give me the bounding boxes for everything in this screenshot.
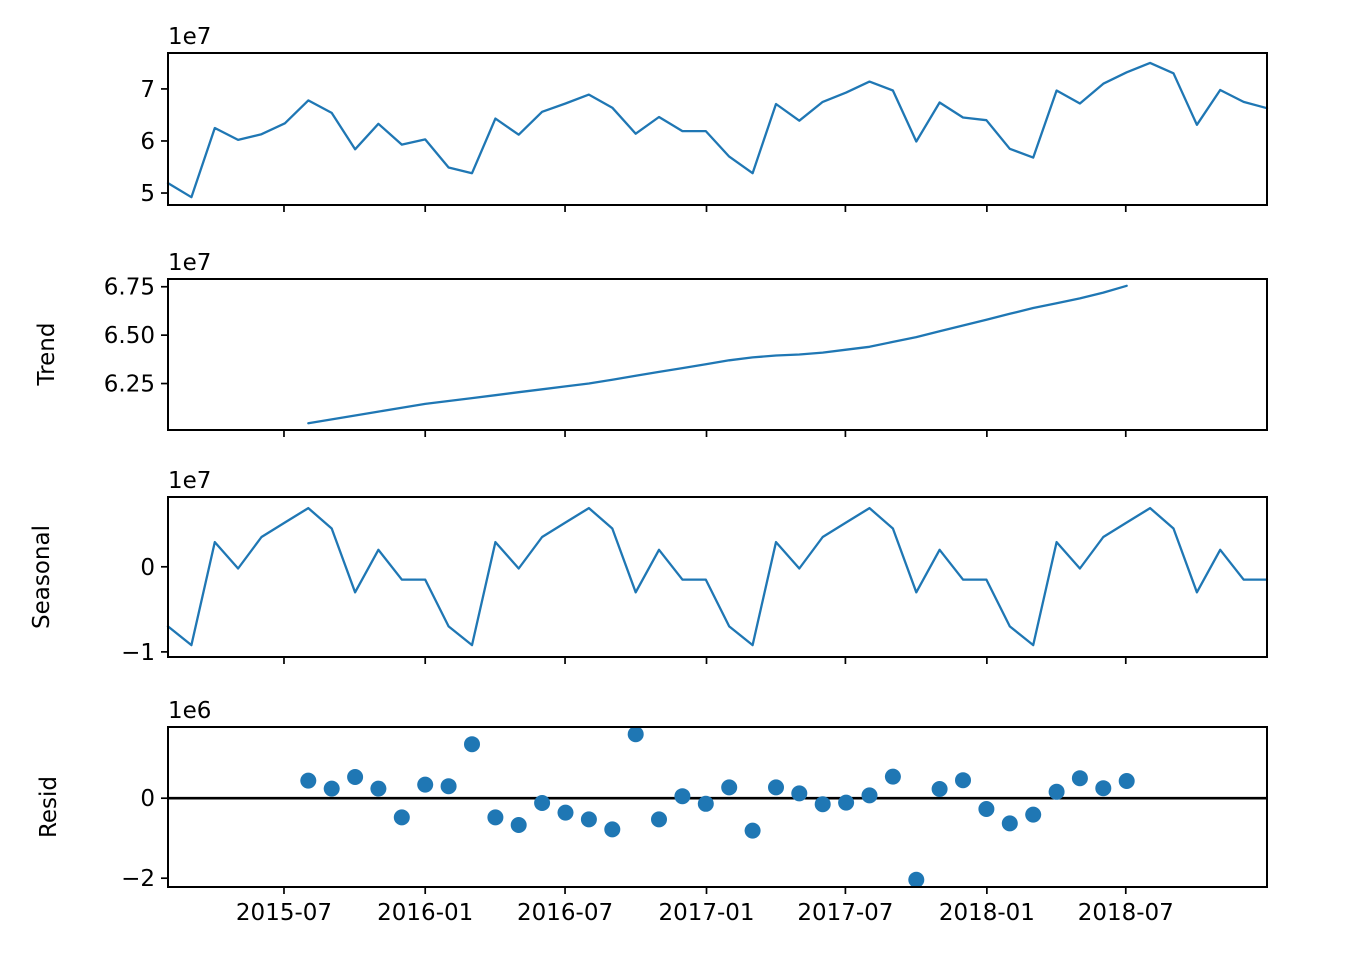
y-tick-label: 6.75 — [104, 275, 155, 301]
resid-point — [417, 776, 434, 793]
x-tick-label: 2018-07 — [1078, 900, 1174, 926]
ylabel-resid: Resid — [36, 776, 62, 838]
y-tick-label: 5 — [140, 181, 155, 207]
resid-point — [557, 804, 574, 821]
x-tick-label: 2015-07 — [236, 900, 332, 926]
resid-point — [697, 795, 714, 812]
resid-point — [534, 795, 551, 811]
resid-point — [440, 778, 457, 795]
resid-point — [744, 822, 761, 839]
x-tick-label: 2017-07 — [797, 900, 893, 926]
resid-point — [604, 821, 621, 838]
resid-point — [1095, 780, 1112, 797]
resid-point — [955, 772, 971, 789]
resid-point — [861, 787, 878, 804]
resid-point — [1048, 783, 1065, 800]
axis-offset-text: 1e6 — [168, 698, 211, 724]
resid-point — [1118, 773, 1135, 789]
resid-point — [323, 780, 340, 797]
y-tick-label: 7 — [140, 77, 155, 103]
x-tick-label: 2016-07 — [517, 900, 613, 926]
resid-point — [487, 809, 504, 826]
y-tick-label: −2 — [121, 866, 155, 892]
y-tick-label: 6.25 — [104, 372, 155, 398]
resid-point — [1001, 815, 1018, 832]
resid-point — [768, 779, 784, 796]
seasonal-line — [166, 506, 1269, 647]
trend-line — [307, 284, 1128, 425]
resid-point — [838, 794, 855, 811]
resid-point — [370, 780, 387, 797]
resid-point — [791, 785, 808, 802]
ylabel-trend: Trend — [34, 323, 60, 387]
axis-offset-text: 1e7 — [168, 468, 211, 494]
resid-point — [651, 811, 667, 828]
panel-trend-spines — [167, 278, 1268, 431]
x-tick-label: 2016-01 — [377, 900, 473, 926]
resid-point — [347, 769, 364, 785]
axis-offset-text: 1e7 — [168, 250, 211, 276]
y-tick-label: 0 — [140, 555, 155, 581]
panel-resid-spines — [167, 726, 1268, 888]
y-tick-label: 6 — [140, 129, 155, 155]
resid-point — [814, 796, 831, 813]
panel-seasonal-spines — [167, 496, 1268, 658]
resid-point — [393, 809, 410, 826]
y-tick-label: −1 — [121, 640, 155, 666]
x-tick-label: 2017-01 — [658, 900, 754, 926]
resid-point — [627, 726, 644, 743]
resid-point — [1071, 770, 1088, 787]
y-tick-label: 0 — [140, 786, 155, 812]
panel-observed-spines — [167, 52, 1268, 206]
resid-point — [464, 736, 480, 753]
observed-line — [166, 61, 1269, 199]
resid-point — [884, 768, 901, 785]
x-tick-label: 2018-01 — [939, 900, 1035, 926]
resid-point — [1025, 806, 1042, 823]
resid-point — [580, 811, 597, 828]
resid-point — [931, 781, 948, 797]
resid-point — [674, 788, 691, 805]
ylabel-seasonal: Seasonal — [29, 525, 55, 629]
y-tick-label: 6.50 — [104, 323, 155, 349]
resid-point — [908, 871, 925, 888]
resid-point — [510, 817, 527, 833]
axis-offset-text: 1e7 — [168, 24, 211, 50]
resid-point — [978, 801, 995, 817]
resid-point — [721, 779, 738, 796]
resid-point — [300, 772, 317, 789]
